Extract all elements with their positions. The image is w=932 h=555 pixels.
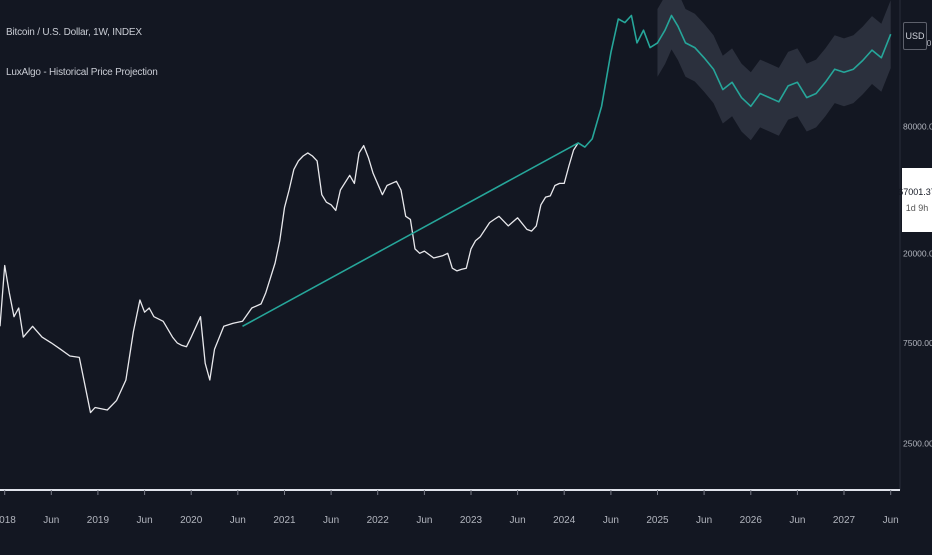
symbol-title[interactable]: Bitcoin / U.S. Dollar, 1W, INDEX [6, 27, 142, 38]
time-tick-label: Jun [43, 515, 59, 526]
time-tick-label: Jun [230, 515, 246, 526]
time-tick-label: Jun [510, 515, 526, 526]
time-tick-label: 2023 [460, 515, 483, 526]
current-price-badge: 67001.37 1d 9h [898, 168, 932, 232]
projection-series-line [242, 14, 892, 328]
time-tick-label: Jun [323, 515, 339, 526]
time-tick-label: 2027 [833, 515, 856, 526]
current-price-label: 67001.37 [898, 187, 932, 197]
time-tick-label: Jun [416, 515, 432, 526]
time-tick-label: 2022 [367, 515, 390, 526]
time-tick-label: 2025 [646, 515, 669, 526]
time-tick-label: 2021 [273, 515, 296, 526]
time-tick-label: 2020 [180, 515, 203, 526]
price-tick-label: 2500.00 [903, 438, 932, 448]
series-layer [0, 14, 892, 414]
time-tick-label: 2026 [740, 515, 763, 526]
time-axis[interactable]: 2018 Jun 2019 Jun 2020 Jun 2021 Jun 2022 Jun 2023 J… [0, 490, 899, 526]
indicator-title[interactable]: LuxAlgo - Historical Price Projection [6, 67, 158, 78]
time-tick-label: 2018 [0, 515, 16, 526]
time-tick-label: Jun [137, 515, 153, 526]
price-series-line [0, 142, 579, 414]
time-tick-label: 2019 [87, 515, 110, 526]
price-tick-label: 7500.00 [903, 338, 932, 348]
bar-countdown-label: 1d 9h [905, 203, 929, 213]
projection-band-layer [657, 0, 891, 141]
time-tick-label: Jun [883, 515, 899, 526]
currency-button[interactable]: USD [903, 22, 927, 50]
time-tick-label: Jun [603, 515, 619, 526]
time-tick-label: Jun [696, 515, 712, 526]
projection-band [657, 0, 891, 141]
price-tick-label: 80000.00 [903, 122, 932, 132]
time-tick-label: Jun [789, 515, 805, 526]
time-tick-label: 2024 [553, 515, 576, 526]
price-tick-label: 20000.00 [903, 248, 932, 258]
